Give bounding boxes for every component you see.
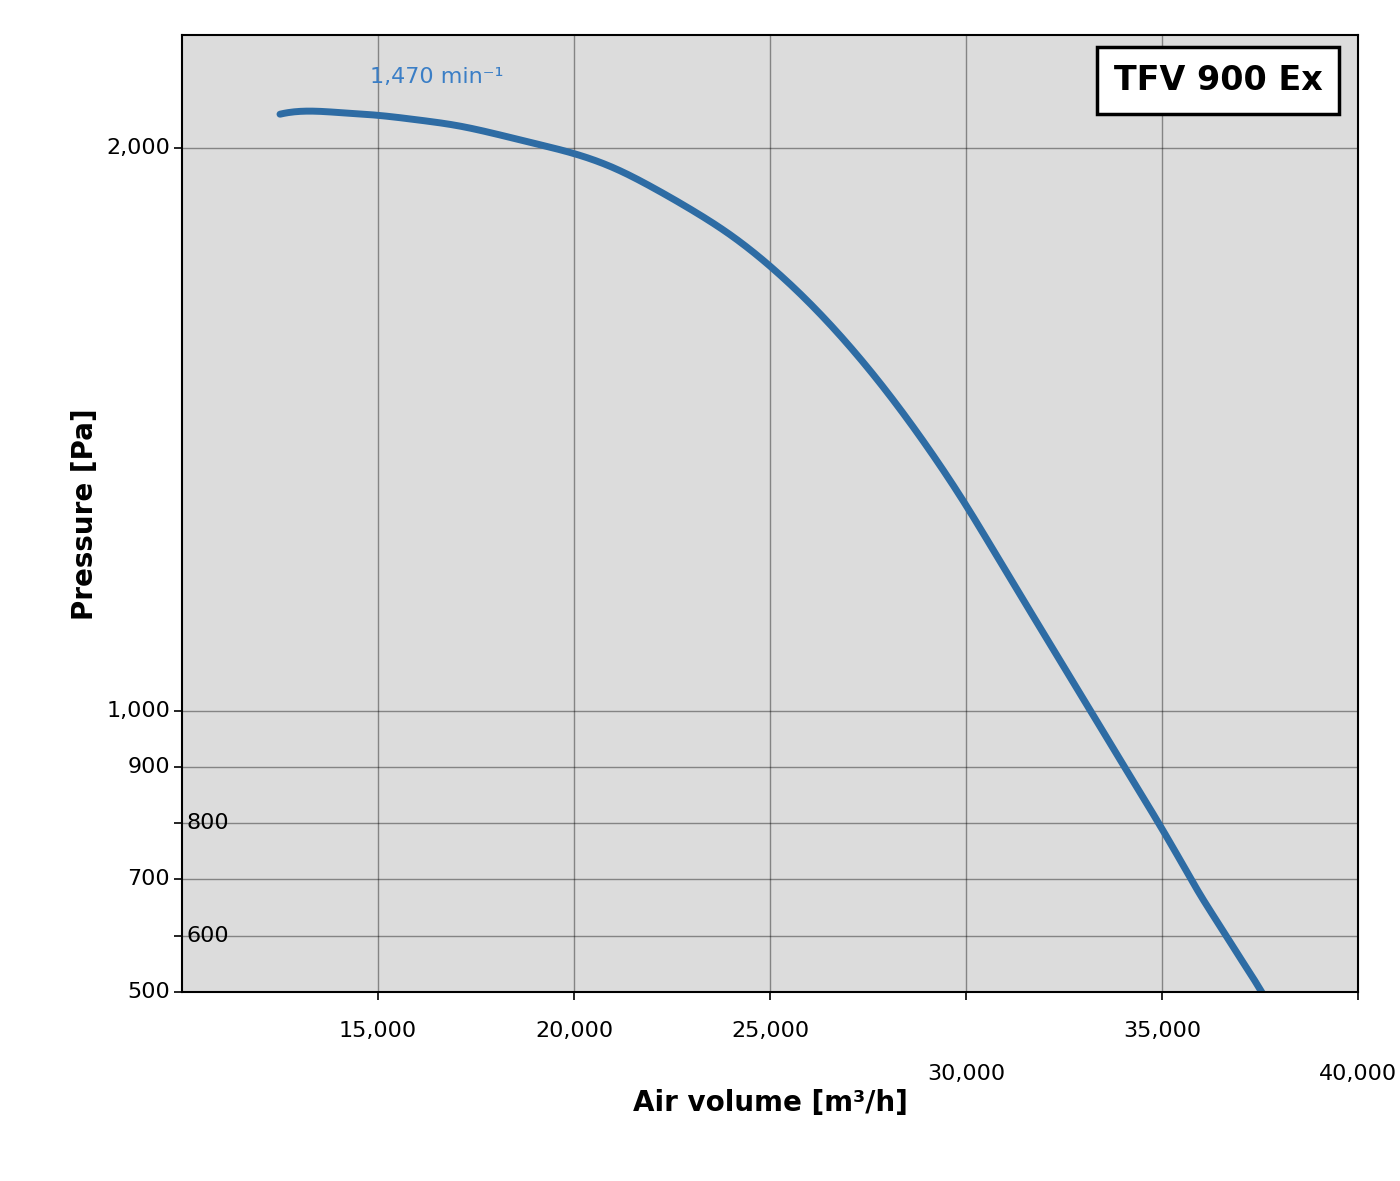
Text: 40,000: 40,000 [1319, 1064, 1397, 1084]
Text: 600: 600 [186, 926, 230, 946]
Text: 900: 900 [127, 757, 171, 777]
Text: 20,000: 20,000 [535, 1020, 613, 1040]
Text: 1,470 min⁻¹: 1,470 min⁻¹ [370, 67, 504, 87]
Text: 2,000: 2,000 [106, 138, 171, 158]
Text: 1,000: 1,000 [106, 700, 171, 720]
Text: TFV 900 Ex: TFV 900 Ex [1114, 64, 1323, 97]
Text: 700: 700 [127, 869, 171, 889]
Text: 35,000: 35,000 [1123, 1020, 1201, 1040]
Y-axis label: Pressure [Pa]: Pressure [Pa] [71, 407, 99, 620]
Text: 15,000: 15,000 [339, 1020, 417, 1040]
Text: 500: 500 [127, 983, 171, 1001]
X-axis label: Air volume [m³/h]: Air volume [m³/h] [633, 1089, 907, 1116]
Text: 30,000: 30,000 [927, 1064, 1005, 1084]
Text: 800: 800 [186, 814, 230, 834]
Text: 25,000: 25,000 [731, 1020, 809, 1040]
